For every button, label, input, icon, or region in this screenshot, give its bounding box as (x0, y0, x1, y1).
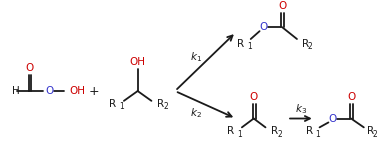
Text: R: R (227, 126, 234, 136)
Text: O: O (259, 22, 268, 32)
Text: 1: 1 (237, 130, 242, 139)
Text: 2: 2 (373, 130, 377, 139)
Text: 2: 2 (308, 42, 313, 51)
Text: $k_3$: $k_3$ (295, 102, 307, 116)
Text: OH: OH (130, 57, 146, 67)
Text: $k_2$: $k_2$ (190, 106, 202, 120)
Text: R: R (302, 39, 309, 49)
Text: O: O (45, 86, 53, 96)
Text: O: O (347, 92, 355, 102)
Text: R: R (306, 126, 313, 136)
Text: 1: 1 (316, 130, 320, 139)
Text: 1: 1 (119, 102, 124, 111)
Text: O: O (250, 92, 258, 102)
Text: $k_1$: $k_1$ (190, 50, 202, 64)
Text: R: R (109, 99, 116, 109)
Text: O: O (328, 114, 337, 124)
Text: R: R (367, 126, 374, 136)
Text: 2: 2 (163, 102, 168, 111)
Text: R: R (271, 126, 279, 136)
Text: +: + (89, 85, 100, 98)
Text: 1: 1 (247, 42, 251, 51)
Text: 2: 2 (277, 130, 282, 139)
Text: R: R (237, 39, 244, 49)
Text: H: H (12, 86, 20, 96)
Text: R: R (157, 99, 164, 109)
Text: OH: OH (70, 86, 86, 96)
Text: O: O (278, 1, 286, 11)
Text: O: O (25, 64, 34, 73)
